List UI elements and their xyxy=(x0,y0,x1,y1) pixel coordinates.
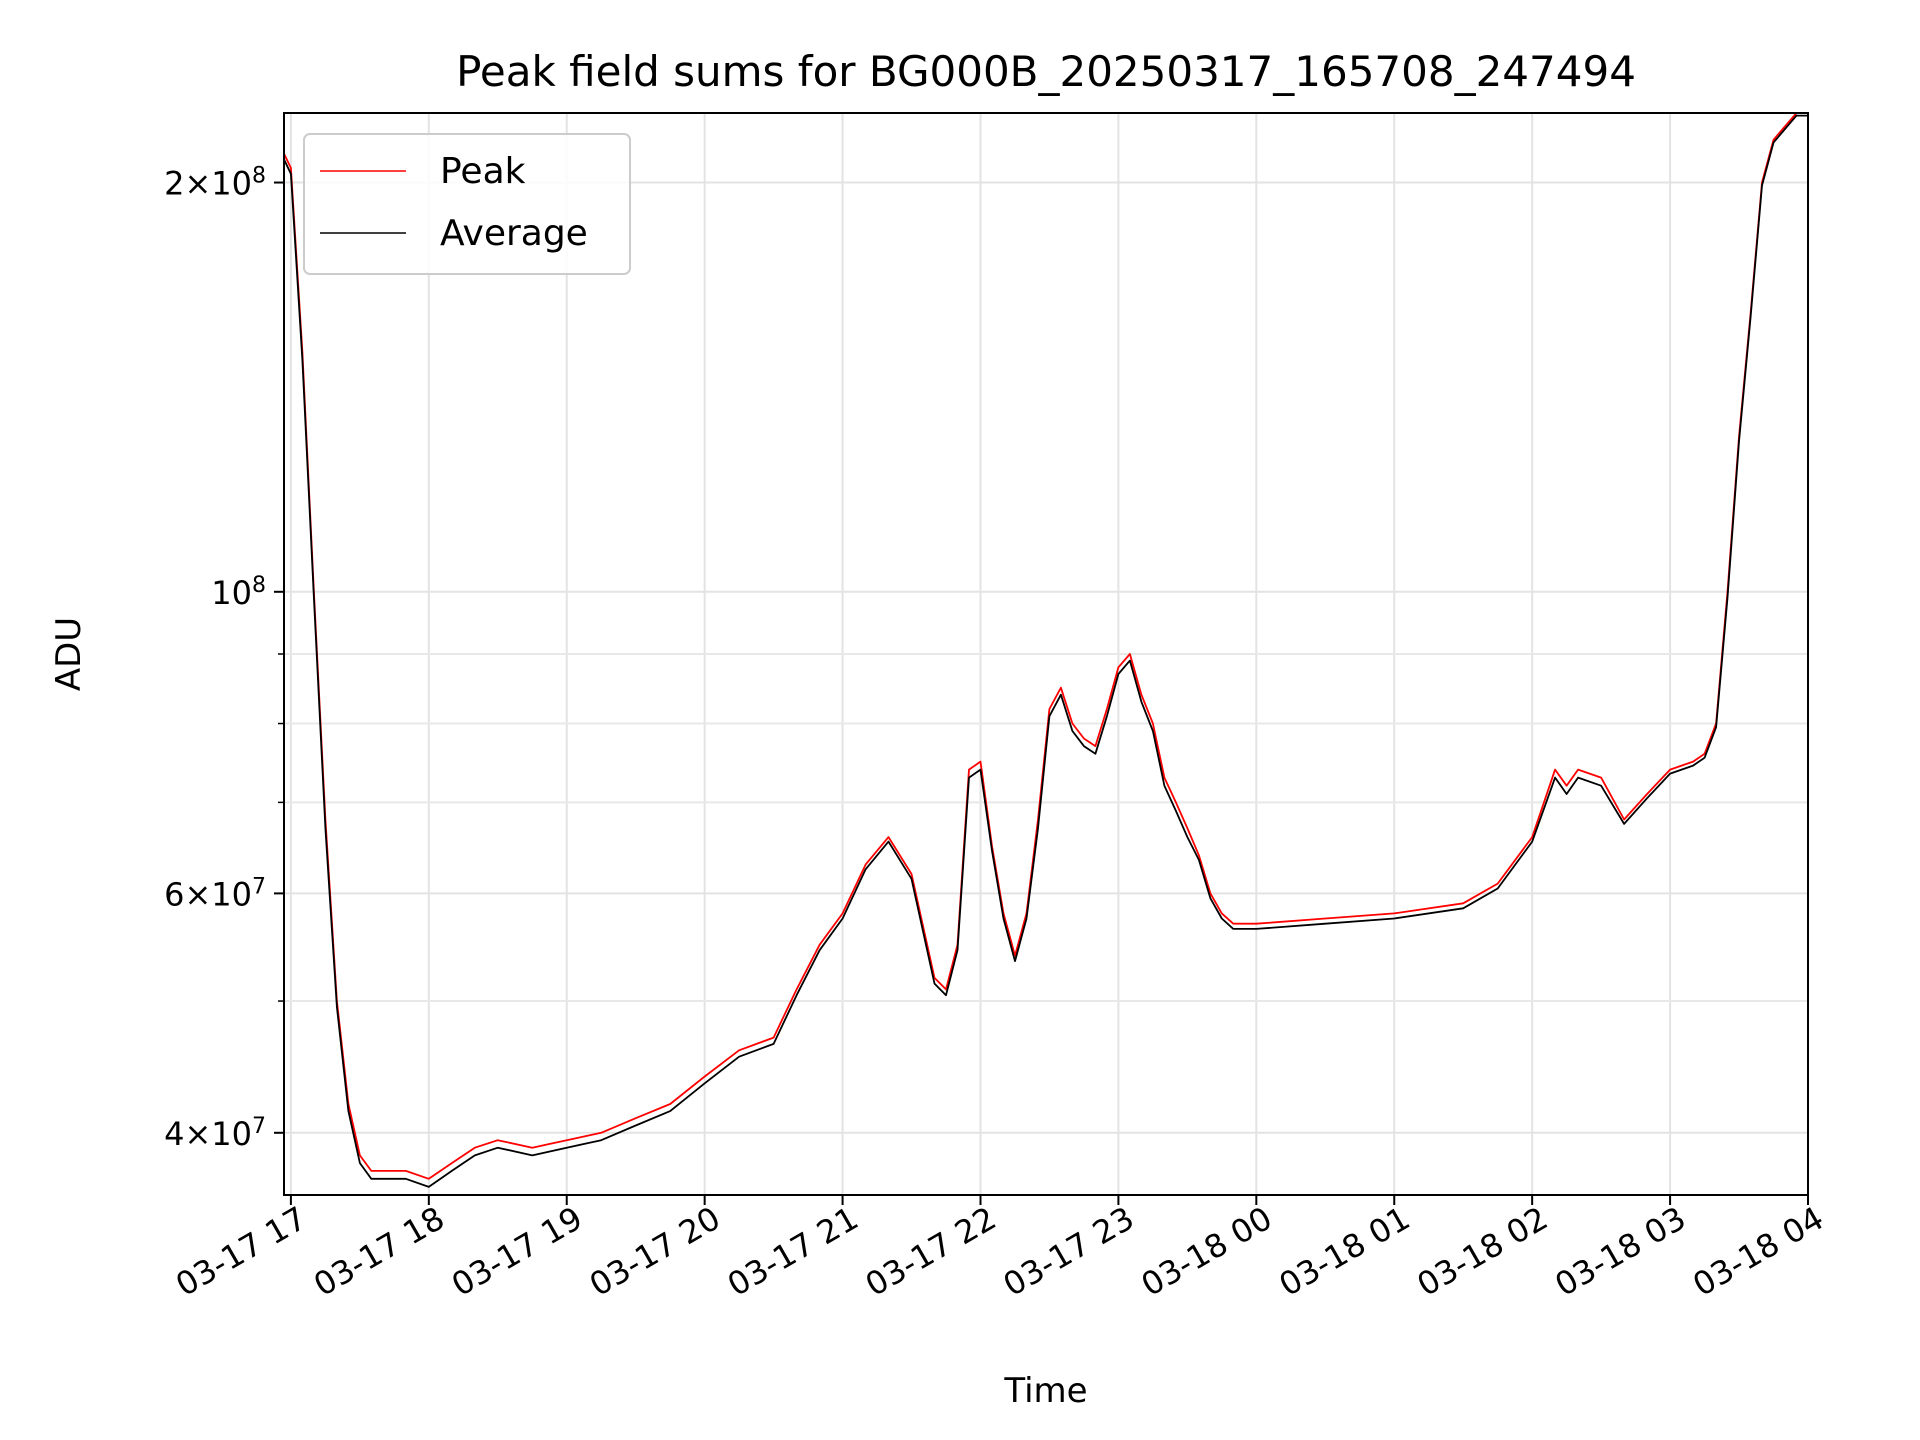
legend-label-average: Average xyxy=(440,213,588,254)
y-tick-label: 4×107 xyxy=(164,1113,266,1153)
y-tick-base: 10 xyxy=(211,574,252,612)
y-tick-mantissa: 2 xyxy=(164,165,184,203)
y-tick-mantissa: 6 xyxy=(164,875,184,913)
y-tick-exponent: 8 xyxy=(252,163,266,188)
chart-title: Peak field sums for BG000B_20250317_1657… xyxy=(456,47,1636,96)
y-tick-exponent: 7 xyxy=(252,874,266,899)
legend-box xyxy=(303,133,631,275)
y-tick-label: 2×108 xyxy=(164,163,266,203)
y-tick-base: 10 xyxy=(211,875,252,913)
y-tick-exponent: 8 xyxy=(252,572,266,597)
y-tick-base: 10 xyxy=(211,165,252,203)
series-line-peak xyxy=(283,112,1808,1180)
legend-label-peak: Peak xyxy=(440,151,526,192)
y-axis-title: ADU xyxy=(49,617,89,691)
y-tick-mantissa: 4 xyxy=(164,1115,184,1153)
series-lines xyxy=(283,112,1808,1188)
legend: Peak Average xyxy=(303,133,631,275)
y-tick-base: 10 xyxy=(211,1115,252,1153)
y-tick-times: × xyxy=(184,165,211,203)
y-tick-label: 6×107 xyxy=(164,874,266,914)
y-tick-exponent: 7 xyxy=(252,1113,266,1138)
y-tick-label: 108 xyxy=(211,572,266,612)
y-tick-times: × xyxy=(184,1115,211,1153)
series-line-average xyxy=(283,114,1808,1188)
x-axis-title: Time xyxy=(1003,1371,1087,1411)
y-tick-times: × xyxy=(184,875,211,913)
